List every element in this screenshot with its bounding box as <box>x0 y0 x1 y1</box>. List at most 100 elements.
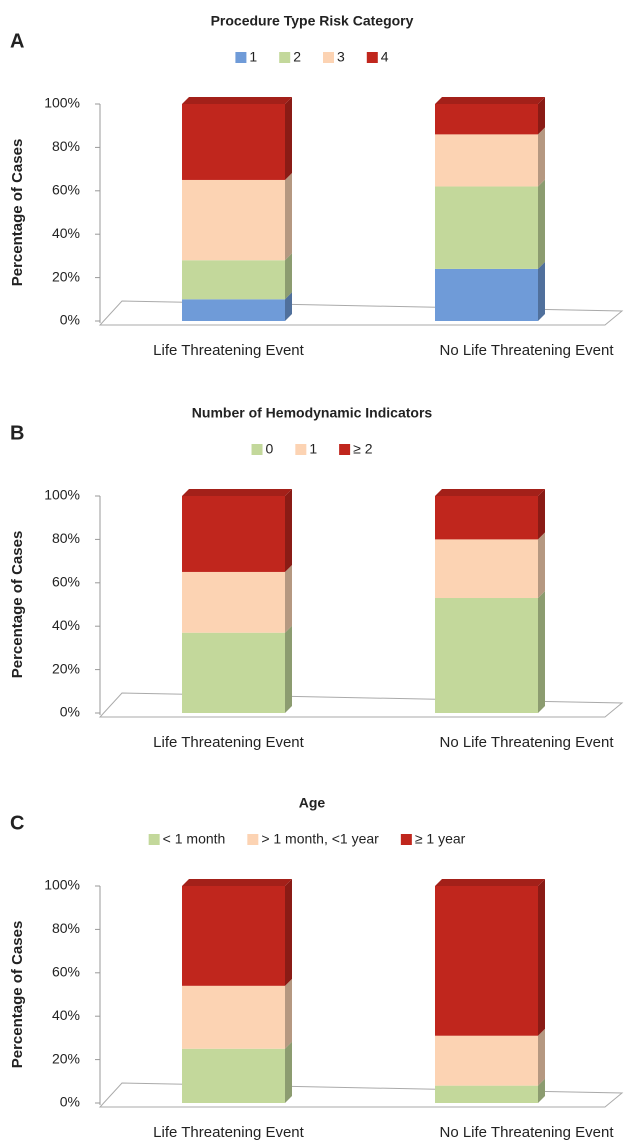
bar-top <box>182 97 292 104</box>
bar-segment <box>435 1085 538 1103</box>
legend-label: 0 <box>266 441 274 457</box>
bar-side <box>538 1028 545 1086</box>
chart-title: Procedure Type Risk Category <box>211 13 414 29</box>
bar-side <box>538 489 545 540</box>
bar-side <box>285 879 292 986</box>
bar-segment <box>435 886 538 1036</box>
bar-segment <box>435 104 538 135</box>
floor <box>98 300 624 326</box>
bar-side <box>285 978 292 1049</box>
x-tick-label: Life Threatening Event <box>153 734 304 751</box>
bar-segment <box>435 496 538 540</box>
bar-segment <box>435 134 538 187</box>
y-tick-label: 100% <box>44 95 80 111</box>
y-tick-label: 20% <box>52 1050 80 1066</box>
bar-segment <box>182 299 285 321</box>
bar-side <box>285 97 292 180</box>
y-tick-label: 100% <box>44 487 80 503</box>
legend-swatch <box>400 834 412 845</box>
y-tick-label: 100% <box>44 877 80 893</box>
y-tick-label: 0% <box>60 704 80 720</box>
legend-swatch <box>251 444 263 455</box>
y-tick-label: 20% <box>52 660 80 676</box>
x-tick-label: Life Threatening Event <box>153 1124 304 1141</box>
legend-swatch <box>323 52 334 63</box>
bar-side <box>538 1078 545 1103</box>
legend-label: < 1 month <box>163 831 226 847</box>
bar-segment <box>182 104 285 180</box>
x-tick-label: No Life Threatening Event <box>439 342 614 359</box>
bar-side <box>538 590 545 713</box>
bar-segment <box>435 539 538 598</box>
legend-label: 4 <box>381 49 389 65</box>
y-axis-label: Percentage of Cases <box>9 921 26 1069</box>
bar-top <box>435 489 545 496</box>
panel-letter: B <box>10 422 24 444</box>
bar-top <box>182 489 292 496</box>
legend-swatch <box>148 834 160 845</box>
bar-segment <box>182 632 285 713</box>
bar-segment <box>182 496 285 572</box>
y-tick-label: 20% <box>52 268 80 284</box>
bar-top <box>435 97 545 104</box>
bar-side <box>538 532 545 598</box>
bar-top <box>435 879 545 886</box>
y-tick-label: 60% <box>52 574 80 590</box>
bar-side <box>285 489 292 572</box>
bar-side <box>538 179 545 269</box>
legend-label: > 1 month, <1 year <box>261 831 379 847</box>
bar-side <box>285 292 292 321</box>
y-tick-label: 60% <box>52 964 80 980</box>
y-tick-label: 40% <box>52 225 80 241</box>
chart-title: Age <box>299 795 326 811</box>
bar-side <box>538 879 545 1036</box>
bar-side <box>285 1041 292 1103</box>
y-axis-label: Percentage of Cases <box>9 531 26 679</box>
bar-segment <box>182 1048 285 1103</box>
y-tick-label: 0% <box>60 312 80 328</box>
bar-segment <box>182 985 285 1049</box>
bar-segment <box>182 260 285 300</box>
legend-swatch <box>366 52 378 63</box>
y-tick-label: 60% <box>52 182 80 198</box>
y-tick-label: 40% <box>52 1007 80 1023</box>
bar-segment <box>435 268 538 321</box>
y-tick-label: 80% <box>52 530 80 546</box>
legend-swatch <box>279 52 291 63</box>
bar-side <box>285 253 292 300</box>
y-tick-label: 40% <box>52 617 80 633</box>
bar-segment <box>435 1035 538 1086</box>
panel-letter: A <box>10 30 24 52</box>
bar-segment <box>182 571 285 633</box>
chart-title: Number of Hemodynamic Indicators <box>192 405 433 421</box>
y-tick-label: 0% <box>60 1094 80 1110</box>
legend-label: 2 <box>293 49 301 65</box>
bar-side <box>538 261 545 321</box>
y-tick-label: 80% <box>52 920 80 936</box>
bar-top <box>182 879 292 886</box>
legend-label: 1 <box>309 441 317 457</box>
floor <box>98 692 624 718</box>
bar-segment <box>182 179 285 261</box>
legend-label: ≥ 2 <box>353 441 373 457</box>
legend-swatch <box>235 52 247 63</box>
bar-segment <box>435 186 538 269</box>
legend: < 1 month > 1 month, <1 year ≥ 1 year <box>148 831 466 847</box>
legend-swatch <box>247 834 259 845</box>
legend: 1 2 3 4 <box>235 49 389 65</box>
x-tick-label: Life Threatening Event <box>153 342 304 359</box>
y-axis-label: Percentage of Cases <box>9 139 26 287</box>
bar-segment <box>182 886 285 986</box>
legend-swatch <box>295 444 307 455</box>
bar-side <box>285 625 292 713</box>
bar-side <box>285 172 292 261</box>
legend-swatch <box>339 444 351 455</box>
legend: 0 1 ≥ 2 <box>251 441 373 457</box>
legend-label: 3 <box>337 49 345 65</box>
bar-side <box>538 97 545 135</box>
panel-letter: C <box>10 812 24 834</box>
legend-label: 1 <box>249 49 257 65</box>
legend-label: ≥ 1 year <box>415 831 466 847</box>
bar-segment <box>435 597 538 713</box>
